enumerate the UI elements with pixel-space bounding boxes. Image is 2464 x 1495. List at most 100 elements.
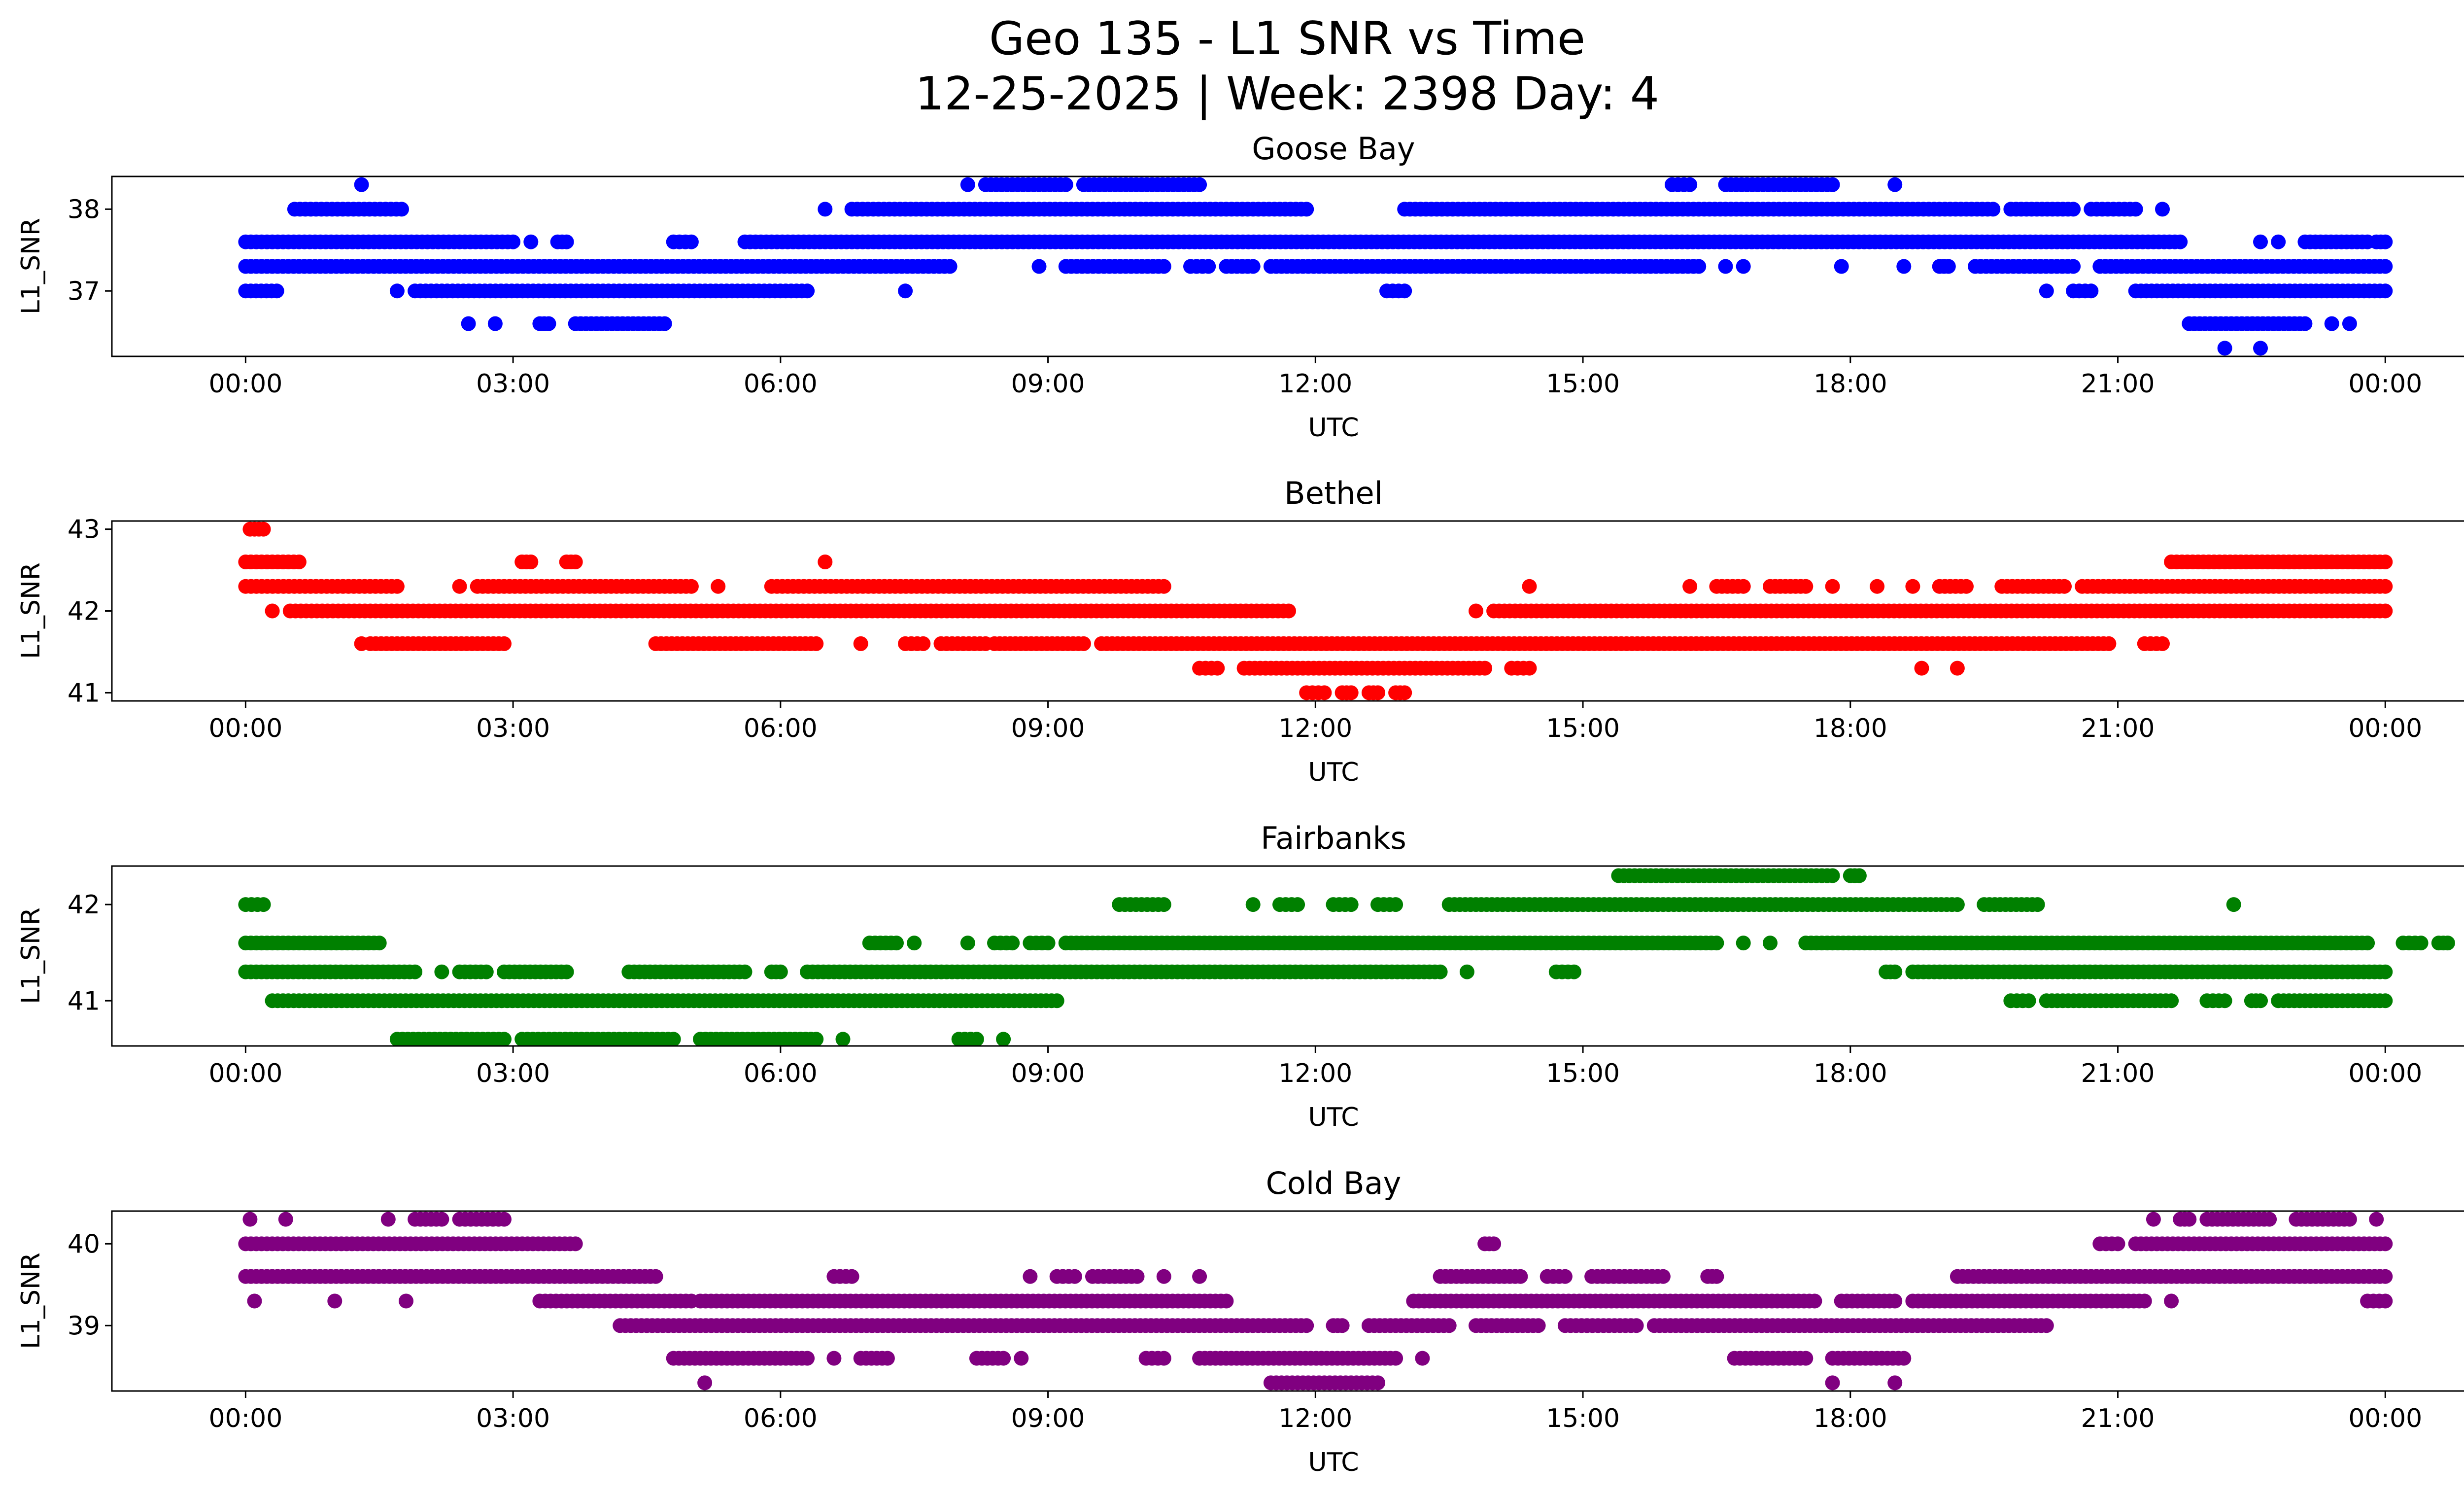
point-bethel-6-2-2 xyxy=(1370,685,1385,700)
point-bethel-4-6-17 xyxy=(1076,636,1091,651)
point-goose-bay-3-3-3 xyxy=(1201,259,1216,274)
point-goose-bay-4-7-47 xyxy=(2378,283,2393,299)
x-tick-label-cold-bay-4: 12:00 xyxy=(1278,1404,1352,1433)
point-goose-bay-3-11-18 xyxy=(2066,259,2081,274)
point-goose-bay-5-5-0 xyxy=(2324,316,2339,331)
point-goose-bay-5-6-0 xyxy=(2342,316,2357,331)
point-fairbanks-1-6-95 xyxy=(1950,897,1965,912)
plot-frame-fairbanks xyxy=(111,865,2464,1047)
point-goose-bay-1-1-0 xyxy=(818,202,833,217)
y-axis-label-cold-bay: L1_SNR xyxy=(16,1252,46,1349)
point-fairbanks-1-8-0 xyxy=(2226,897,2241,912)
point-goose-bay-5-4-22 xyxy=(2297,316,2313,331)
y-tick-label-fairbanks-0: 41 xyxy=(68,986,100,1016)
x-tick-label-fairbanks-7: 21:00 xyxy=(2081,1059,2155,1088)
plot-frame-goose-bay xyxy=(111,175,2464,357)
point-goose-bay-2-6-0 xyxy=(2271,234,2286,249)
point-bethel-2-14-57 xyxy=(2378,579,2393,594)
scatter-points-cold-bay xyxy=(238,1212,2393,1391)
point-goose-bay-6-0-0 xyxy=(2217,341,2232,356)
point-fairbanks-0-1-2 xyxy=(1851,868,1867,883)
x-tick-label-cold-bay-1: 03:00 xyxy=(476,1404,550,1433)
point-fairbanks-3-3-12 xyxy=(559,964,574,979)
point-cold-bay-3-6-10 xyxy=(1887,1293,1903,1309)
point-cold-bay-5-0-25 xyxy=(800,1351,815,1366)
point-cold-bay-0-0-0 xyxy=(242,1212,258,1227)
point-bethel-0-0-3 xyxy=(256,522,271,537)
point-fairbanks-3-10-88 xyxy=(2378,964,2393,979)
x-tick-label-cold-bay-6: 18:00 xyxy=(1814,1404,1887,1433)
point-goose-bay-4-1-0 xyxy=(389,283,405,299)
point-cold-bay-5-9-13 xyxy=(1896,1351,1912,1366)
point-goose-bay-3-4-5 xyxy=(1245,259,1261,274)
point-goose-bay-0-6-0 xyxy=(1887,177,1903,192)
point-bethel-2-7-5 xyxy=(1736,579,1751,594)
point-goose-bay-4-5-0 xyxy=(2039,283,2054,299)
y-tick-label-goose-bay-1: 38 xyxy=(68,195,100,224)
point-bethel-2-10-0 xyxy=(1870,579,1885,594)
point-fairbanks-2-9-105 xyxy=(2360,936,2375,951)
point-bethel-1-2-2 xyxy=(568,555,583,569)
point-goose-bay-3-12-53 xyxy=(2378,259,2393,274)
point-fairbanks-1-3-3 xyxy=(1290,897,1305,912)
point-bethel-5-0-3 xyxy=(1210,661,1225,676)
point-bethel-2-11-0 xyxy=(1905,579,1920,594)
x-tick-label-cold-bay-7: 21:00 xyxy=(2081,1404,2155,1433)
point-cold-bay-3-9-3 xyxy=(2378,1293,2393,1309)
point-cold-bay-0-1-0 xyxy=(278,1212,293,1227)
point-cold-bay-1-1-2 xyxy=(1486,1236,1502,1252)
point-bethel-3-2-0 xyxy=(1469,603,1483,619)
y-tick-label-cold-bay-0: 39 xyxy=(68,1311,100,1341)
point-fairbanks-3-0-32 xyxy=(408,964,423,979)
point-goose-bay-1-5-8 xyxy=(2128,202,2143,217)
point-bethel-1-4-40 xyxy=(2378,555,2393,569)
point-cold-bay-0-5-0 xyxy=(2146,1212,2161,1227)
point-goose-bay-3-2-18 xyxy=(1156,259,1171,274)
x-axis-label-goose-bay: UTC xyxy=(1308,413,1359,443)
panel-title-bethel: Bethel xyxy=(1284,475,1383,511)
point-bethel-1-1-2 xyxy=(523,555,539,569)
x-tick-label-bethel-3: 09:00 xyxy=(1011,714,1085,743)
point-fairbanks-5-0-20 xyxy=(497,1032,512,1047)
point-fairbanks-1-5-3 xyxy=(1388,897,1403,912)
point-fairbanks-4-3-3 xyxy=(2217,993,2232,1008)
scatter-points-bethel xyxy=(238,522,2393,700)
point-cold-bay-6-1-20 xyxy=(1370,1375,1385,1391)
point-cold-bay-6-0-0 xyxy=(697,1375,713,1391)
x-axis-label-bethel: UTC xyxy=(1308,758,1359,787)
point-fairbanks-1-2-0 xyxy=(1245,897,1261,912)
point-fairbanks-2-10-3 xyxy=(2413,936,2429,951)
point-fairbanks-0-0-40 xyxy=(1825,868,1840,883)
y-tick-label-bethel-1: 42 xyxy=(68,597,100,626)
point-cold-bay-0-9-0 xyxy=(2369,1212,2384,1227)
x-tick-label-goose-bay-8: 00:00 xyxy=(2348,369,2422,399)
point-bethel-1-3-0 xyxy=(818,555,833,569)
point-cold-bay-0-6-2 xyxy=(2182,1212,2197,1227)
x-tick-label-cold-bay-8: 00:00 xyxy=(2348,1404,2422,1433)
point-fairbanks-4-2-23 xyxy=(2164,993,2179,1008)
x-tick-label-goose-bay-0: 00:00 xyxy=(208,369,282,399)
x-tick-label-fairbanks-4: 12:00 xyxy=(1278,1059,1352,1088)
x-tick-label-cold-bay-2: 06:00 xyxy=(744,1404,818,1433)
point-fairbanks-2-2-0 xyxy=(907,936,922,951)
point-cold-bay-3-4-98 xyxy=(1219,1293,1234,1309)
point-bethel-4-4-3 xyxy=(916,636,931,651)
point-goose-bay-0-2-15 xyxy=(1058,177,1073,192)
point-fairbanks-5-2-22 xyxy=(809,1032,824,1047)
point-goose-bay-2-5-0 xyxy=(2253,234,2268,249)
y-ticks-cold-bay: 39 40 xyxy=(68,1229,112,1341)
point-cold-bay-0-3-5 xyxy=(434,1212,449,1227)
point-goose-bay-3-1-0 xyxy=(1031,259,1047,274)
point-bethel-6-0-3 xyxy=(1317,685,1332,700)
point-cold-bay-2-8-3 xyxy=(1557,1269,1573,1284)
point-bethel-4-8-3 xyxy=(2155,636,2170,651)
x-tick-label-goose-bay-1: 03:00 xyxy=(476,369,550,399)
point-cold-bay-2-4-8 xyxy=(1129,1269,1145,1284)
point-cold-bay-4-2-15 xyxy=(1441,1318,1457,1333)
point-bethel-2-9-0 xyxy=(1825,579,1840,594)
point-cold-bay-2-0-77 xyxy=(648,1269,663,1284)
figure-title-line2: 12-25-2025 | Week: 2398 Day: 4 xyxy=(915,67,1659,120)
y-tick-label-cold-bay-1: 40 xyxy=(68,1229,100,1259)
point-cold-bay-0-4-8 xyxy=(497,1212,512,1227)
point-bethel-5-3-0 xyxy=(1914,661,1929,676)
